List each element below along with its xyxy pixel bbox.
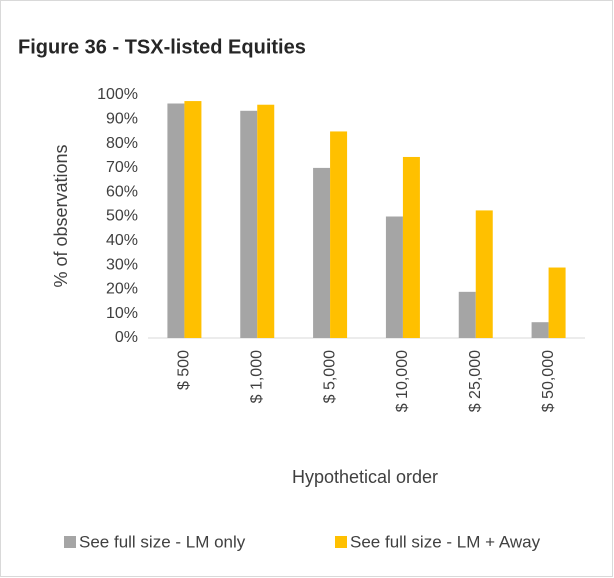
bar: [475, 210, 493, 338]
y-tick-label: 30%: [106, 256, 138, 273]
y-tick-label: 40%: [106, 232, 138, 249]
x-tick-label: $ 10,000: [394, 350, 411, 412]
y-axis-title: % of observations: [51, 144, 71, 287]
y-tick-label: 70%: [106, 159, 138, 176]
chart-title: Figure 36 - TSX-listed Equities: [18, 36, 306, 58]
y-tick-label: 80%: [106, 135, 138, 152]
bar: [330, 131, 348, 338]
legend-swatch: [64, 536, 76, 548]
bar: [458, 291, 476, 338]
y-tick-label: 90%: [106, 111, 138, 128]
legend-swatch: [335, 536, 347, 548]
bar: [184, 101, 202, 338]
y-tick-label: 0%: [115, 329, 138, 346]
bar: [385, 216, 403, 338]
x-tick-label: $ 25,000: [467, 350, 484, 412]
x-tick-label: $ 500: [176, 350, 193, 390]
bar: [240, 110, 258, 338]
y-tick-label: 60%: [106, 183, 138, 200]
bar: [402, 156, 420, 338]
x-axis-title: Hypothetical order: [292, 467, 438, 487]
y-tick-label: 50%: [106, 208, 138, 225]
x-tick-label: $ 50,000: [540, 350, 557, 412]
x-tick-label: $ 1,000: [248, 350, 265, 403]
bar: [548, 267, 566, 338]
legend-label: See full size - LM only: [79, 532, 246, 551]
bar: [531, 322, 549, 338]
y-tick-label: 20%: [106, 281, 138, 298]
x-tick-label: $ 5,000: [321, 350, 338, 403]
y-tick-label: 100%: [97, 86, 138, 103]
bar: [257, 104, 275, 338]
legend-label: See full size - LM + Away: [350, 532, 541, 551]
y-tick-label: 10%: [106, 305, 138, 322]
bar: [313, 167, 331, 338]
bar: [167, 103, 185, 338]
